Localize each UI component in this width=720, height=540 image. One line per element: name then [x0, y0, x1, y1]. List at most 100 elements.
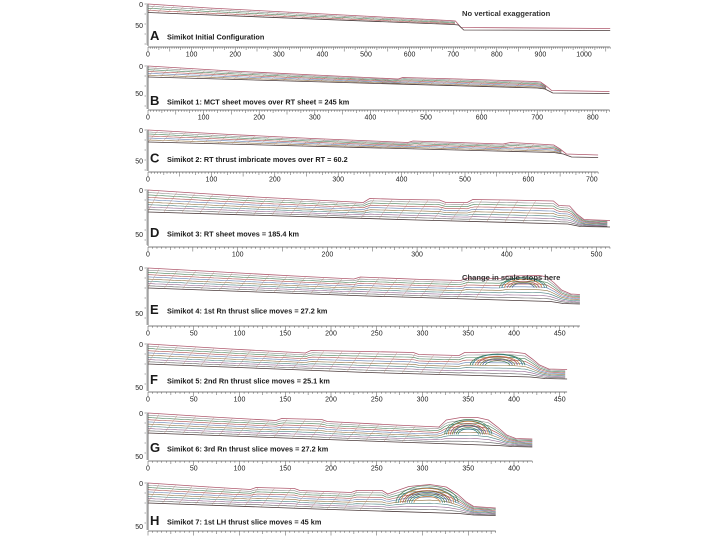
x-tick-label: 900 — [535, 52, 547, 59]
x-tick-label: 50 — [190, 397, 198, 404]
panel-D-plot: 0 100 200 300 400 500 0 50 D Simikot 3: RT sheet … — [135, 188, 611, 259]
x-tick-label: 400 — [508, 397, 520, 404]
strata-lines — [147, 192, 608, 227]
panel-A-plot: 0 100 200 300 400 500 600 700 800 900 1000 0 50 A Simi… — [135, 2, 611, 59]
x-tick-label: 200 — [269, 177, 281, 184]
x-tick-label: 0 — [146, 331, 150, 338]
imbricate-texture — [147, 191, 536, 223]
y-axis: 0 50 — [135, 342, 149, 392]
y-tick-label-0: 0 — [139, 128, 143, 135]
imbricate-texture — [148, 4, 443, 24]
panel-A-caption: Simikot Initial Configuration — [167, 33, 264, 42]
x-tick-label: 600 — [523, 177, 535, 184]
x-tick-label: 250 — [371, 466, 383, 473]
x-tick-label: 700 — [447, 52, 459, 59]
x-tick-label: 200 — [253, 115, 265, 122]
y-tick-label-0: 0 — [139, 2, 143, 9]
imbricate-texture — [147, 414, 416, 442]
duplex-fan — [499, 277, 548, 288]
y-axis: 0 50 — [135, 266, 149, 325]
panel-H-caption: Simikot 7: 1st LH thrust slice moves = 4… — [167, 518, 322, 527]
imbricate-texture — [147, 269, 489, 299]
y-tick-label-50: 50 — [135, 311, 143, 318]
x-tick-label: 200 — [322, 252, 334, 259]
panel-E: 0 50 100 150 200 250 300 350 400 450 0 50 E Simikot 4… — [120, 260, 720, 340]
x-tick-label: 100 — [234, 466, 246, 473]
x-tick-label: 1000 — [576, 52, 592, 59]
panel-C-letter: C — [150, 151, 160, 166]
x-tick-label: 400 — [396, 177, 408, 184]
panel-A-letter: A — [150, 28, 160, 43]
surface-line — [147, 189, 611, 221]
y-tick-label-50: 50 — [135, 232, 143, 239]
x-tick-label: 100 — [206, 177, 218, 184]
x-tick-label: 400 — [508, 466, 520, 473]
y-tick-label-0: 0 — [139, 342, 143, 349]
strata-lines — [147, 414, 533, 447]
x-tick-label: 350 — [462, 331, 474, 338]
x-tick-label: 0 — [146, 177, 150, 184]
x-tick-label: 500 — [360, 52, 372, 59]
panel-E-caption: Simikot 4: 1st Rn thrust slice moves = 2… — [167, 307, 328, 316]
panel-A-annotation: No vertical exaggeration — [462, 9, 551, 18]
x-tick-label: 0 — [146, 115, 150, 122]
x-tick-label: 600 — [476, 115, 488, 122]
x-tick-label: 700 — [531, 115, 543, 122]
y-tick-label-0: 0 — [139, 188, 143, 195]
imbricate-texture — [148, 66, 524, 87]
panel-F-letter: F — [150, 372, 158, 387]
panel-C-plot: 0 100 200 300 400 500 600 700 0 50 C Simikot 2: RT … — [135, 128, 599, 184]
y-axis: 0 50 — [135, 2, 149, 46]
x-tick-label: 450 — [554, 397, 566, 404]
x-tick-label: 100 — [234, 397, 246, 404]
x-axis: 0 100 200 300 400 500 600 700 800 900 1000 — [146, 46, 611, 59]
x-tick-label: 700 — [586, 177, 598, 184]
x-tick-label: 100 — [234, 331, 246, 338]
y-tick-label-50: 50 — [135, 454, 143, 461]
x-axis: 0 50 100 150 200 250 300 350 400 — [146, 460, 533, 473]
basal-thrust-line — [147, 211, 611, 228]
x-tick-label: 300 — [332, 177, 344, 184]
x-tick-label: 300 — [411, 252, 423, 259]
x-tick-label: 100 — [186, 52, 198, 59]
x-tick-label: 400 — [365, 115, 377, 122]
y-axis: 0 50 — [135, 128, 149, 171]
y-tick-label-50: 50 — [135, 91, 143, 98]
panel-E-annotation: Change in scale stops here — [462, 273, 560, 282]
panel-D-letter: D — [150, 225, 159, 240]
panel-H: 0 50 H Simikot 7: 1st LH thrust slice moves… — [120, 478, 720, 540]
y-axis: 0 50 — [135, 64, 149, 109]
x-tick-label: 200 — [325, 331, 337, 338]
surface-line — [147, 412, 533, 440]
x-tick-label: 200 — [229, 52, 241, 59]
surface-line — [147, 65, 610, 92]
x-tick-label: 0 — [146, 52, 150, 59]
x-tick-label: 500 — [591, 252, 603, 259]
strata-lines — [147, 345, 566, 379]
panel-D-caption: Simikot 3: RT sheet moves = 185.4 km — [167, 230, 300, 239]
duplex-fan — [444, 419, 493, 435]
panel-A: 0 100 200 300 400 500 600 700 800 900 1000 0 50 A Simi… — [120, 0, 720, 60]
panel-E-letter: E — [150, 302, 159, 317]
surface-line — [147, 129, 599, 156]
x-tick-label: 300 — [417, 466, 429, 473]
y-tick-label-50: 50 — [135, 524, 143, 531]
x-tick-label: 250 — [371, 397, 383, 404]
x-tick-label: 300 — [417, 331, 429, 338]
panel-G: 0 50 100 150 200 250 300 350 400 0 50 G Simikot 6: 3… — [120, 408, 720, 478]
strata-lines — [147, 269, 580, 304]
x-axis: 0 50 100 150 200 250 300 350 400 450 — [146, 391, 568, 404]
y-tick-label-0: 0 — [139, 481, 143, 488]
x-tick-label: 200 — [325, 397, 337, 404]
basal-thrust-line — [147, 141, 599, 158]
x-tick-label: 400 — [501, 252, 513, 259]
x-tick-label: 800 — [587, 115, 599, 122]
imbricate-texture — [147, 345, 452, 375]
x-tick-label: 250 — [371, 331, 383, 338]
x-tick-label: 450 — [554, 331, 566, 338]
y-tick-label-0: 0 — [139, 64, 143, 71]
x-tick-label: 50 — [190, 466, 198, 473]
